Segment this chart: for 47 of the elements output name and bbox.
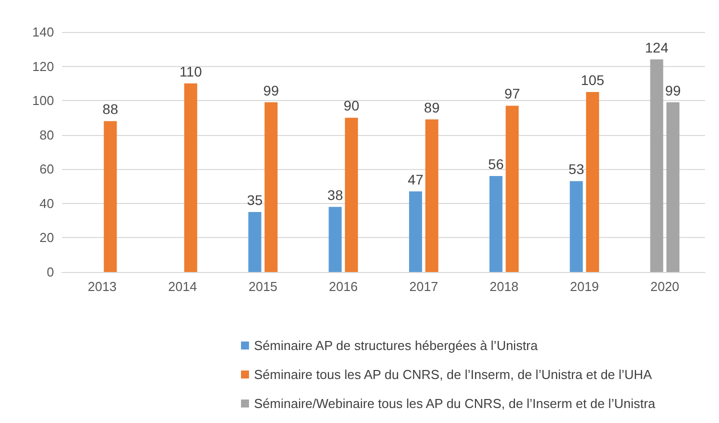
- legend-label: Séminaire tous les AP du CNRS, de l’Inserm, de l’Unistra et de l’UHA: [254, 367, 652, 382]
- data-label: 47: [408, 171, 424, 188]
- x-tick-label: 2016: [328, 279, 358, 294]
- bar: [570, 181, 583, 272]
- bar: [184, 83, 198, 272]
- y-tick-label: 120: [32, 58, 54, 74]
- data-label: 110: [180, 63, 202, 80]
- bar: [344, 118, 358, 272]
- bar: [328, 206, 342, 272]
- bar: [425, 119, 438, 272]
- data-label: 105: [580, 72, 604, 88]
- x-tick-label: 2020: [650, 279, 680, 294]
- bar: [409, 191, 422, 272]
- legend-label: Séminaire/Webinaire tous les AP du CNRS, de l’Inserm et de l’Unistra: [254, 396, 656, 411]
- bar: [586, 92, 600, 272]
- data-label: 89: [424, 99, 440, 116]
- data-label: 35: [247, 192, 263, 208]
- y-tick-label: 0: [46, 264, 54, 280]
- data-label: 88: [102, 101, 118, 118]
- data-label: 97: [504, 86, 520, 102]
- bar: [666, 102, 680, 272]
- x-tick-label: 2017: [409, 279, 438, 294]
- bar: [489, 176, 502, 272]
- x-tick-label: 2015: [248, 279, 278, 294]
- y-tick-label: 80: [40, 127, 54, 142]
- data-label: 99: [263, 82, 280, 98]
- y-tick-label: 100: [32, 93, 54, 108]
- y-tick-label: 60: [40, 162, 54, 177]
- bar: [264, 102, 278, 272]
- data-label: 124: [645, 39, 669, 56]
- x-tick-label: 2013: [88, 279, 117, 294]
- data-label: 56: [488, 156, 504, 172]
- y-tick-label: 40: [40, 196, 54, 211]
- data-label: 99: [665, 82, 681, 98]
- bar: [506, 106, 519, 272]
- bar: [104, 121, 117, 272]
- x-tick-label: 2018: [490, 279, 519, 294]
- data-label: 53: [568, 161, 584, 178]
- bar: [248, 212, 262, 272]
- bar: [650, 59, 664, 272]
- data-label: 38: [327, 186, 344, 203]
- data-label: 90: [344, 98, 360, 114]
- y-tick-label: 140: [32, 24, 54, 40]
- legend-label: Séminaire AP de structures hébergées à l’Unistra: [254, 338, 539, 353]
- x-tick-label: 2019: [570, 279, 599, 294]
- x-tick-label: 2014: [168, 279, 198, 294]
- y-tick-label: 20: [40, 230, 54, 246]
